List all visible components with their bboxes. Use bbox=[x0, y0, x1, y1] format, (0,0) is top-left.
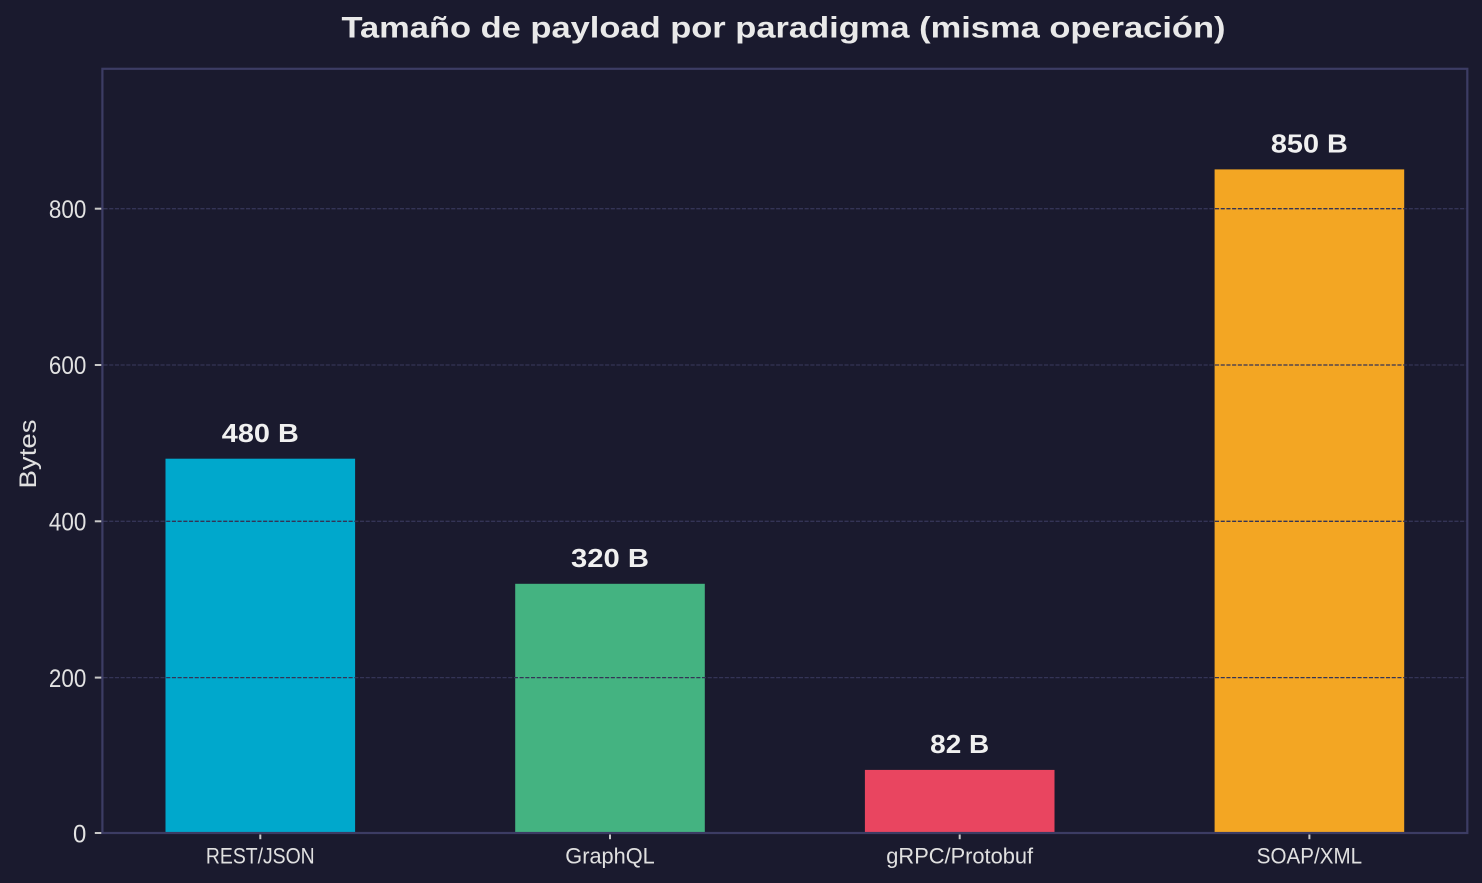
svg-text:SOAP/XML: SOAP/XML bbox=[1257, 844, 1362, 869]
svg-text:200: 200 bbox=[49, 665, 86, 693]
svg-text:82 B: 82 B bbox=[930, 731, 989, 759]
svg-text:400: 400 bbox=[49, 509, 86, 537]
svg-text:REST/JSON: REST/JSON bbox=[206, 844, 315, 869]
svg-text:600: 600 bbox=[49, 352, 86, 380]
svg-text:800: 800 bbox=[49, 196, 86, 224]
svg-text:Tamaño de payload por paradigm: Tamaño de payload por paradigma (misma o… bbox=[342, 12, 1226, 45]
svg-text:480 B: 480 B bbox=[222, 420, 299, 448]
svg-text:GraphQL: GraphQL bbox=[565, 844, 654, 869]
svg-text:gRPC/Protobuf: gRPC/Protobuf bbox=[886, 844, 1034, 869]
svg-text:Bytes: Bytes bbox=[15, 420, 42, 489]
svg-text:850 B: 850 B bbox=[1271, 131, 1348, 159]
svg-text:320 B: 320 B bbox=[571, 545, 649, 573]
svg-text:0: 0 bbox=[73, 821, 86, 849]
